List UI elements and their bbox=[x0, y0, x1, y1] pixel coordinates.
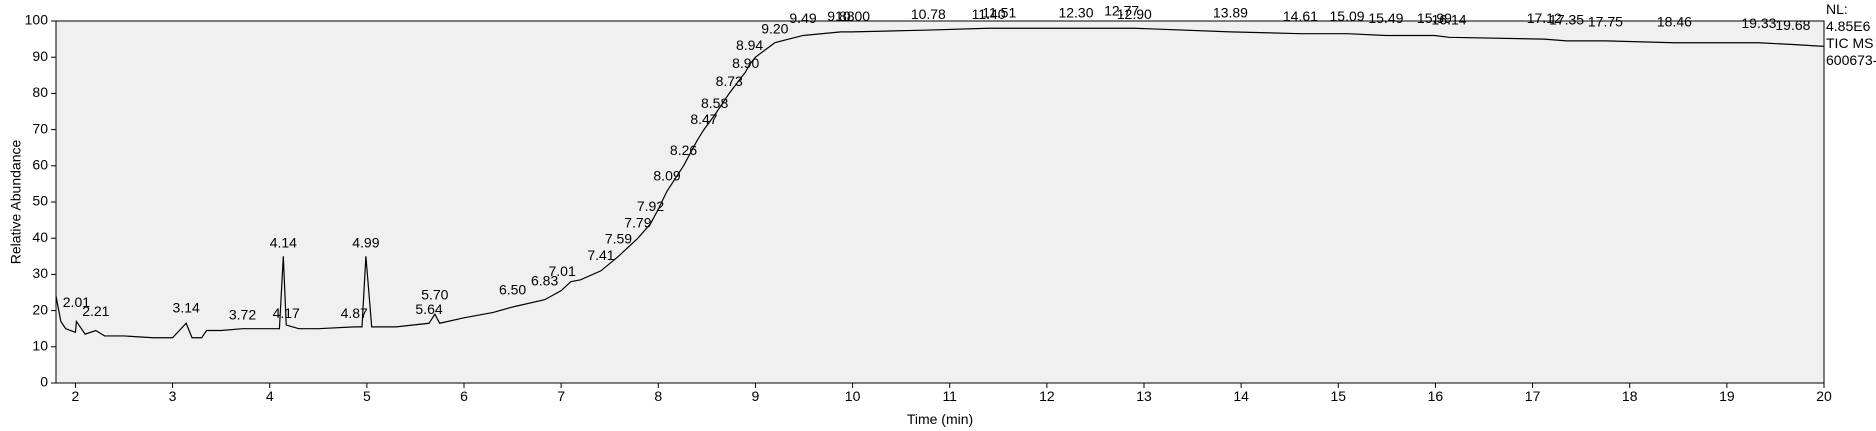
peak-label: 17.12 bbox=[1527, 10, 1562, 26]
peak-label: 2.21 bbox=[82, 303, 109, 319]
peak-label: 11.40 bbox=[972, 6, 1006, 22]
peak-label: 3.14 bbox=[173, 299, 200, 315]
y-tick-label: 90 bbox=[32, 48, 48, 64]
peak-label: 12.90 bbox=[1117, 6, 1152, 22]
plot-area bbox=[55, 20, 1825, 384]
x-tick-label: 5 bbox=[363, 388, 371, 404]
y-tick-label: 70 bbox=[32, 120, 48, 136]
peak-label: 8.94 bbox=[736, 37, 763, 53]
peak-label: 5.70 bbox=[421, 287, 448, 303]
peak-label: 4.87 bbox=[341, 305, 368, 321]
peak-label: 2.01 bbox=[63, 294, 90, 310]
peak-label: 7.92 bbox=[637, 198, 664, 214]
peak-label: 7.59 bbox=[605, 231, 632, 247]
peak-label: 4.14 bbox=[270, 234, 297, 250]
peak-label: 15.09 bbox=[1330, 8, 1365, 24]
x-tick-label: 14 bbox=[1233, 388, 1249, 404]
y-tick-label: 50 bbox=[32, 193, 48, 209]
peak-label: 16.14 bbox=[1432, 12, 1467, 28]
x-tick-label: 3 bbox=[169, 388, 177, 404]
peak-label: 17.75 bbox=[1588, 13, 1623, 29]
x-tick-label: 8 bbox=[654, 388, 662, 404]
x-tick-label: 6 bbox=[460, 388, 468, 404]
x-tick-label: 16 bbox=[1428, 388, 1444, 404]
peak-label: 11.51 bbox=[982, 4, 1016, 20]
peak-label: 10.78 bbox=[911, 6, 946, 22]
peak-label: 15.99 bbox=[1417, 10, 1452, 26]
peak-label: 19.68 bbox=[1775, 17, 1810, 33]
peak-label: 12.77 bbox=[1104, 3, 1139, 19]
trace bbox=[55, 27, 1825, 339]
peak-label: 5.64 bbox=[415, 301, 442, 317]
peak-label: 7.79 bbox=[624, 214, 651, 230]
info-text: 4.85E6 bbox=[1826, 18, 1871, 34]
peak-label: 6.50 bbox=[499, 281, 526, 297]
peak-label: 8.09 bbox=[653, 167, 680, 183]
peak-label: 14.61 bbox=[1283, 8, 1318, 24]
y-tick-label: 60 bbox=[32, 157, 48, 173]
info-text: TIC MS bbox=[1826, 35, 1873, 51]
y-axis-label: Relative Abundance bbox=[8, 140, 24, 265]
info-text: NL: bbox=[1826, 1, 1848, 17]
x-tick-label: 15 bbox=[1330, 388, 1346, 404]
y-tick-label: 30 bbox=[32, 265, 48, 281]
peak-label: 19.33 bbox=[1741, 15, 1776, 31]
x-tick-label: 12 bbox=[1039, 388, 1055, 404]
x-tick-label: 19 bbox=[1719, 388, 1735, 404]
peak-label: 13.89 bbox=[1213, 4, 1248, 20]
x-tick-label: 17 bbox=[1525, 388, 1541, 404]
peak-label: 8.47 bbox=[690, 111, 717, 127]
y-tick-label: 100 bbox=[25, 12, 49, 28]
x-tick-label: 20 bbox=[1816, 388, 1832, 404]
x-tick-label: 11 bbox=[942, 388, 957, 404]
peak-label: 8.58 bbox=[701, 95, 728, 111]
peak-label: 15.49 bbox=[1368, 10, 1403, 26]
peak-label: 9.88 bbox=[827, 8, 854, 24]
peak-label: 6.83 bbox=[531, 272, 558, 288]
x-tick-label: 2 bbox=[72, 388, 80, 404]
x-tick-label: 7 bbox=[557, 388, 565, 404]
peak-label: 9.49 bbox=[789, 10, 816, 26]
y-tick-label: 0 bbox=[40, 374, 48, 390]
x-tick-label: 10 bbox=[845, 388, 861, 404]
peak-label: 8.26 bbox=[670, 142, 697, 158]
y-tick-label: 80 bbox=[32, 84, 48, 100]
y-tick-label: 20 bbox=[32, 301, 48, 317]
info-text: 600673- bbox=[1826, 52, 1876, 68]
x-tick-label: 4 bbox=[266, 388, 274, 404]
x-tick-label: 18 bbox=[1622, 388, 1638, 404]
peak-label: 8.73 bbox=[716, 73, 743, 89]
peak-label: 12.30 bbox=[1058, 4, 1093, 20]
x-tick-label: 9 bbox=[752, 388, 760, 404]
peak-label: 4.99 bbox=[352, 234, 379, 250]
peak-label: 17.35 bbox=[1549, 12, 1584, 28]
y-tick-label: 10 bbox=[32, 338, 48, 354]
x-axis-label: Time (min) bbox=[907, 411, 973, 427]
x-tick-label: 13 bbox=[1136, 388, 1152, 404]
peak-label: 7.41 bbox=[587, 247, 614, 263]
peak-label: 8.90 bbox=[732, 55, 759, 71]
peak-label: 18.46 bbox=[1657, 13, 1692, 29]
peak-label: 4.17 bbox=[273, 305, 300, 321]
peak-label: 7.01 bbox=[548, 263, 575, 279]
peak-label: 3.72 bbox=[229, 307, 256, 323]
peak-label: 9.20 bbox=[761, 21, 788, 37]
y-tick-label: 40 bbox=[32, 229, 48, 245]
peak-label: 10.00 bbox=[835, 8, 870, 24]
